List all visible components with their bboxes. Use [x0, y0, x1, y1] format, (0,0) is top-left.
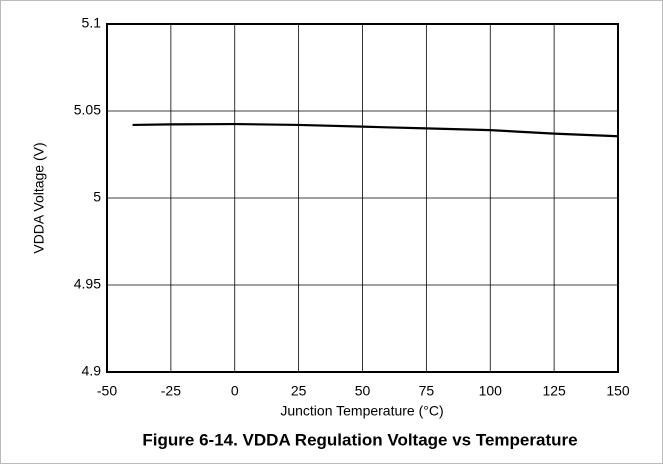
x-tick-label: -50	[97, 383, 117, 399]
x-tick-label: 125	[542, 383, 566, 399]
x-tick-label: -25	[161, 383, 181, 399]
y-tick-label: 4.95	[74, 276, 101, 292]
y-tick-label: 5.05	[74, 102, 101, 118]
x-tick-label: 0	[231, 383, 239, 399]
caption: Figure 6-14. VDDA Regulation Voltage vs …	[142, 430, 577, 449]
x-tick-label: 75	[419, 383, 435, 399]
y-tick-label: 5.1	[82, 15, 102, 31]
y-tick-label: 5	[93, 189, 101, 205]
data-line	[132, 122, 619, 138]
y-axis-label: VDDA Voltage (V)	[31, 142, 47, 253]
x-tick-label: 100	[479, 383, 503, 399]
y-tick-label: 4.9	[82, 363, 102, 379]
x-axis-label: Junction Temperature (°C)	[280, 403, 443, 419]
x-tick-label: 25	[291, 383, 307, 399]
plot-border	[106, 23, 619, 373]
x-tick-label: 150	[606, 383, 630, 399]
x-tick-label: 50	[355, 383, 371, 399]
